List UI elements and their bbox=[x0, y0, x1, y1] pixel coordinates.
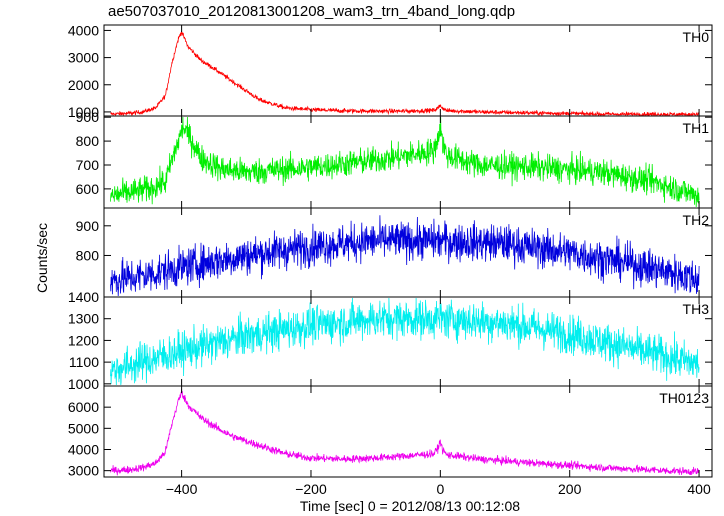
panel-frame-th1 bbox=[103, 115, 713, 209]
x-tick-label: −200 bbox=[295, 481, 327, 497]
y-tick-label: 700 bbox=[76, 157, 100, 173]
y-tick-label: 3000 bbox=[68, 463, 99, 479]
panel-label-th0: TH0 bbox=[683, 29, 710, 45]
x-tick-label: 0 bbox=[436, 481, 444, 497]
chart-title: ae507037010_20120813001208_wam3_trn_4ban… bbox=[108, 3, 516, 20]
y-tick-label: 2000 bbox=[68, 77, 99, 93]
x-axis-label: Time [sec] 0 = 2012/08/13 00:12:08 bbox=[299, 498, 521, 514]
y-tick-label: 3000 bbox=[68, 50, 99, 66]
panel-label-th1: TH1 bbox=[683, 120, 710, 136]
panel-label-th3: TH3 bbox=[683, 301, 710, 317]
series-line-th0 bbox=[110, 31, 700, 117]
x-tick-label: 200 bbox=[558, 481, 582, 497]
y-tick-label: 4000 bbox=[68, 22, 99, 38]
y-tick-label: 900 bbox=[76, 218, 100, 234]
series-line-th3 bbox=[110, 297, 700, 386]
y-tick-label: 1200 bbox=[68, 332, 99, 348]
y-tick-label: 1300 bbox=[68, 311, 99, 327]
y-tick-label: 1000 bbox=[68, 376, 99, 392]
y-tick-label: 1400 bbox=[68, 289, 99, 305]
panel-label-th2: TH2 bbox=[683, 212, 710, 228]
series-line-th2 bbox=[110, 215, 700, 297]
y-tick-label: 6000 bbox=[68, 399, 99, 415]
y-tick-label: 900 bbox=[76, 109, 100, 125]
y-tick-label: 800 bbox=[76, 247, 100, 263]
x-tick-label: 400 bbox=[687, 481, 711, 497]
panel-frame-th0123 bbox=[103, 385, 713, 478]
y-tick-label: 4000 bbox=[68, 441, 99, 457]
y-tick-label: 1100 bbox=[69, 354, 99, 370]
y-tick-label: 5000 bbox=[68, 420, 99, 436]
panel-label-th0123: TH0123 bbox=[659, 390, 709, 406]
y-tick-label: 600 bbox=[76, 181, 100, 197]
y-tick-label: 800 bbox=[76, 133, 100, 149]
series-line-th0123 bbox=[110, 389, 700, 476]
panel-frame-th3 bbox=[103, 296, 713, 387]
series-line-th1 bbox=[110, 116, 700, 208]
panel-frame-th0 bbox=[103, 24, 713, 117]
y-tick-label: 1000 bbox=[68, 104, 99, 120]
x-tick-label: −400 bbox=[166, 481, 198, 497]
